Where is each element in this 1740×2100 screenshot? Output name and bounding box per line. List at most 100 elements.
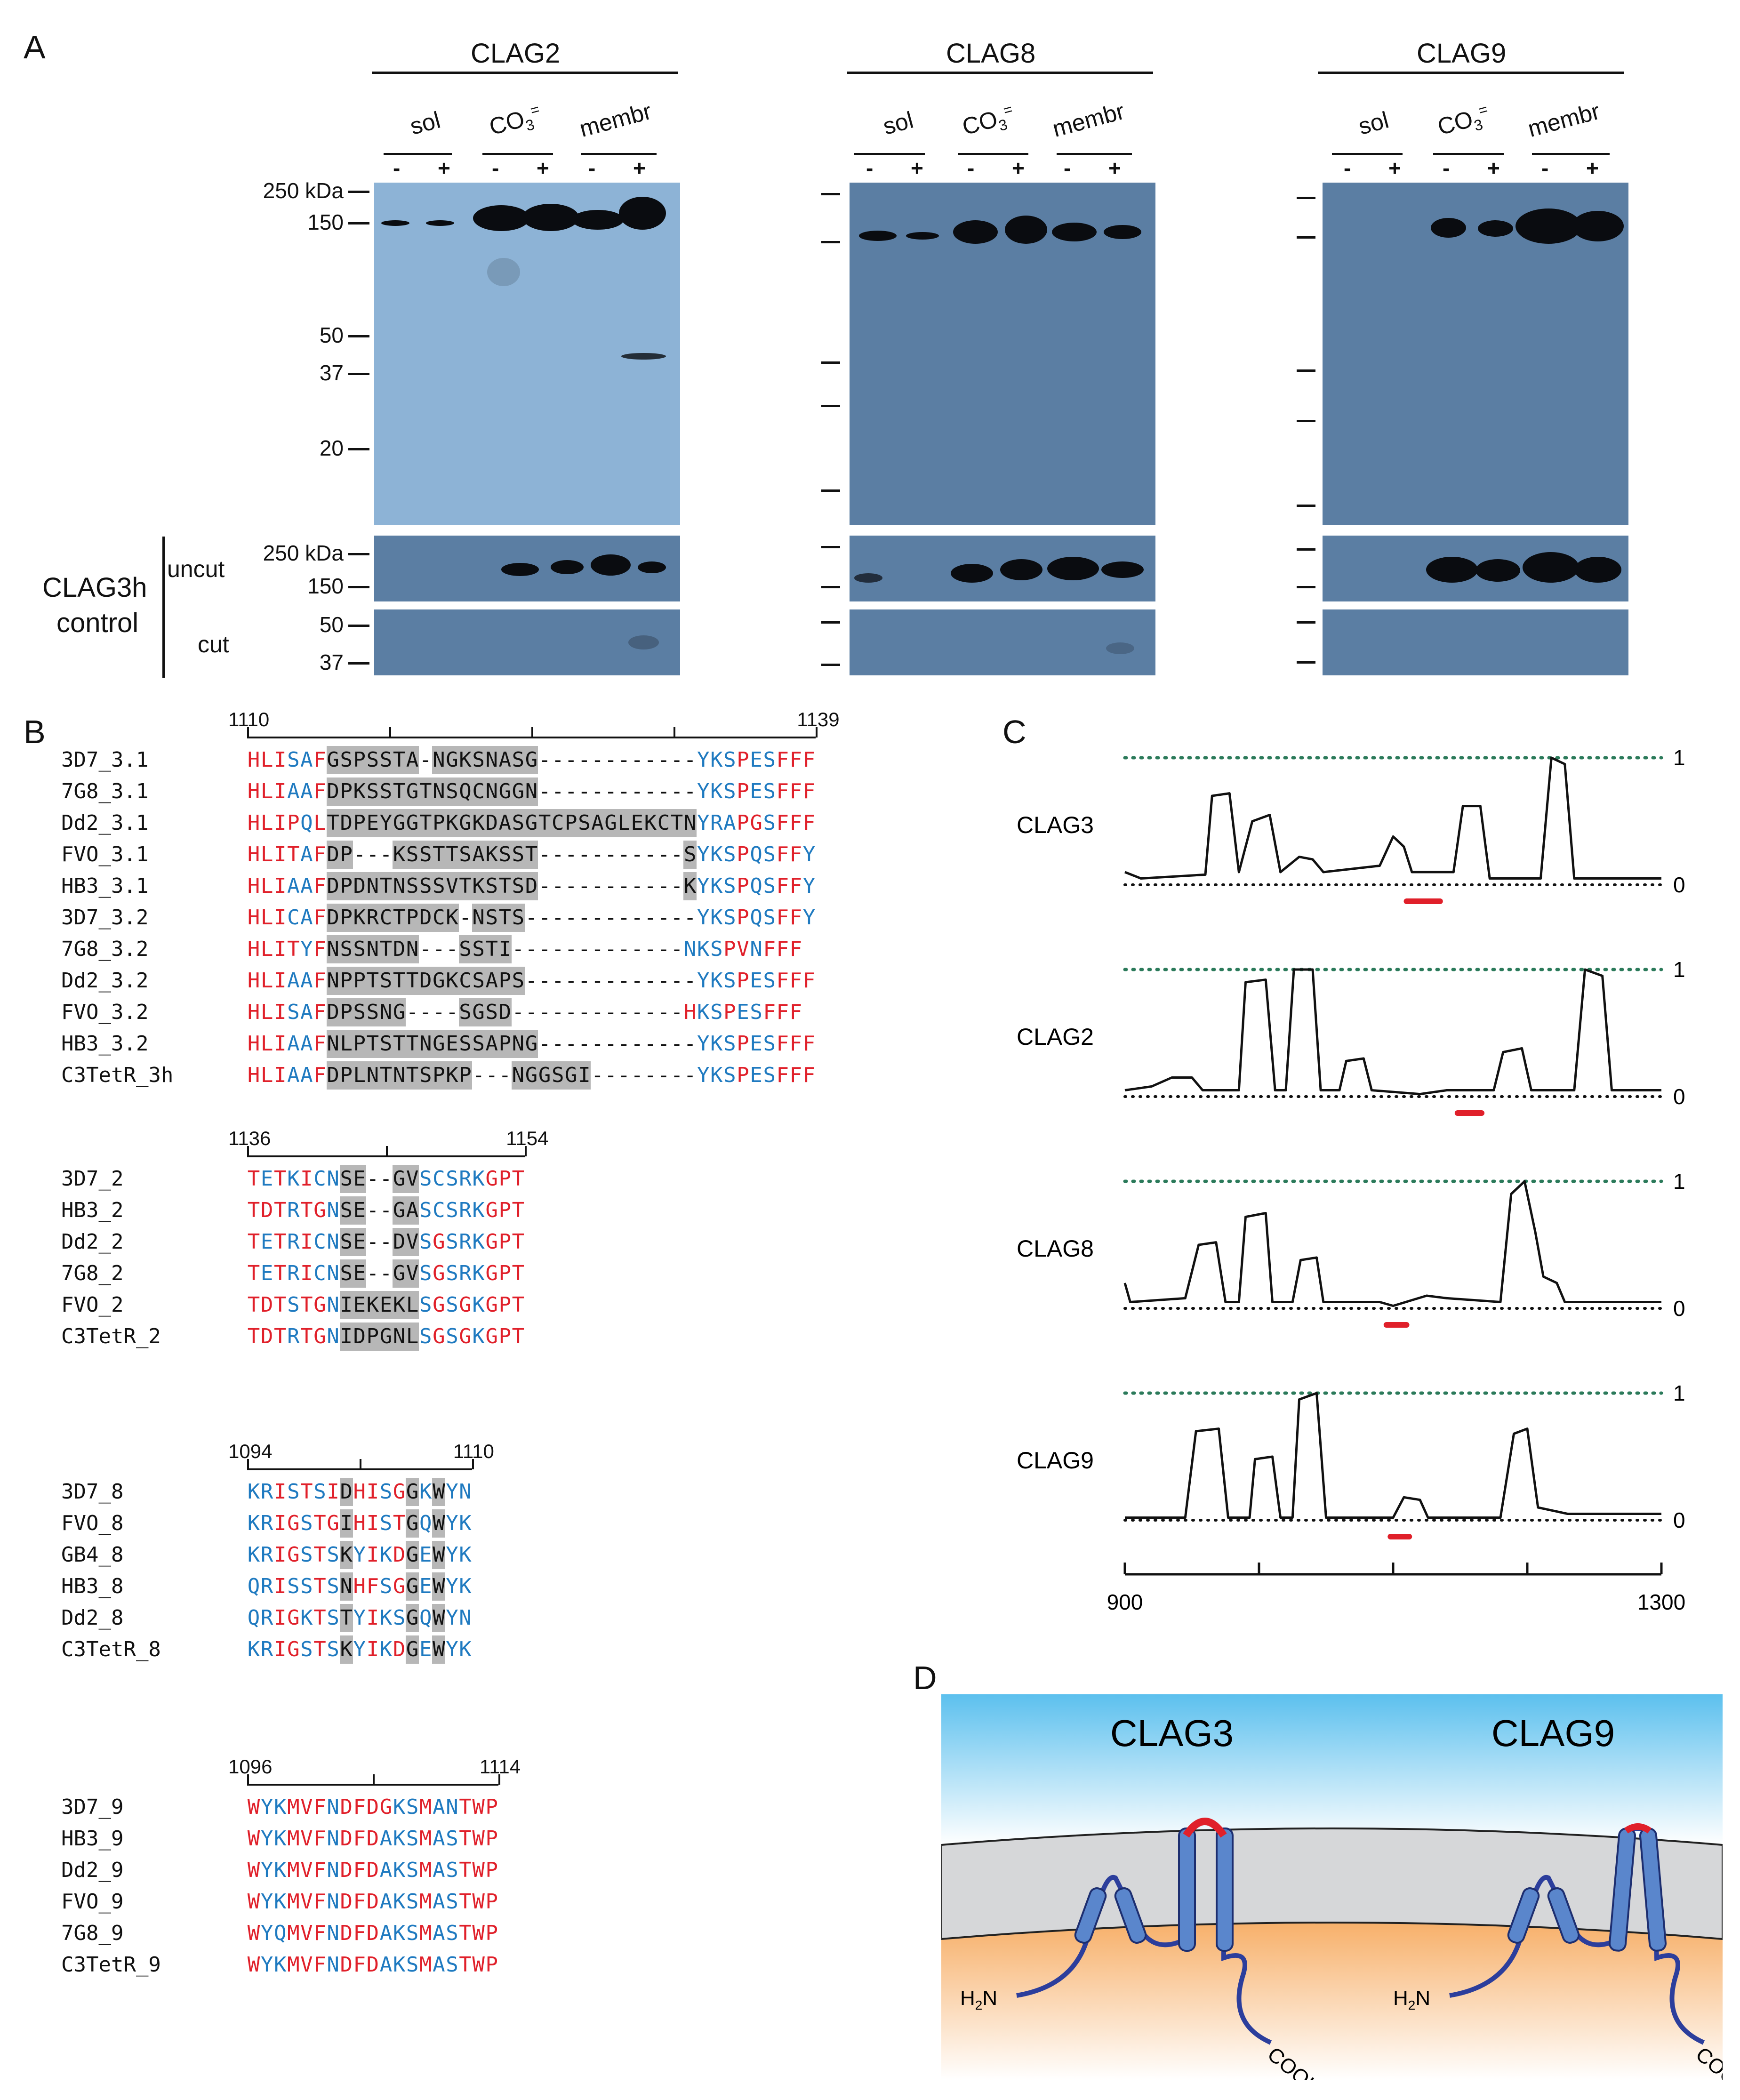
hydrophobicity-chart: 1 0 CLAG3 1 0 CLAG2 1 0 CLAG8 1 0 CLAG9 900 1300 <box>1017 745 1685 1614</box>
residue: T <box>406 967 419 995</box>
residue: V <box>406 1259 419 1288</box>
ruler-tick <box>531 727 534 737</box>
residue: A <box>379 1953 393 1977</box>
residue: I <box>273 969 287 993</box>
residue: R <box>287 1324 300 1348</box>
clag9-tick <box>1297 586 1315 588</box>
residue: S <box>379 967 393 995</box>
residue: - <box>604 779 617 803</box>
residue: H <box>247 874 260 898</box>
strain-name: C3TetR_8 <box>61 1637 161 1661</box>
clag8-minus-2: - <box>967 156 975 180</box>
residue: F <box>802 1032 816 1056</box>
sequence-row: QRISSTSNHFSGGEWYK <box>247 1572 472 1601</box>
residue: - <box>512 1000 525 1024</box>
residue: - <box>644 1063 657 1087</box>
residue: M <box>419 1953 432 1977</box>
n-term-sub: 2 <box>975 1998 983 2012</box>
y-tick-0: 0 <box>1673 1508 1685 1532</box>
residue: K <box>458 746 472 774</box>
residue: - <box>644 779 657 803</box>
residue: A <box>300 969 313 993</box>
clag2-lane-membr: membr <box>577 97 655 143</box>
strain-name: FVO_9 <box>61 1890 124 1914</box>
residue: S <box>406 1921 419 1945</box>
strain-name: 7G8_3.1 <box>61 779 149 803</box>
residue: T <box>459 1858 472 1882</box>
residue: - <box>538 969 551 993</box>
residue: F <box>313 779 326 803</box>
residue: N <box>366 935 379 963</box>
residue: - <box>604 748 617 772</box>
residue: S <box>419 872 433 900</box>
residue: A <box>300 874 313 898</box>
residue: K <box>485 841 498 869</box>
residue: P <box>485 1953 498 1977</box>
residue: R <box>459 1230 472 1254</box>
residue: - <box>419 937 432 961</box>
residue: Q <box>750 874 762 898</box>
strain-name: Dd2_2 <box>61 1230 124 1254</box>
sequence-row: HLISAFDPSSNG----SGSD-------------HKSPESF… <box>247 998 802 1026</box>
residue: F <box>789 969 802 993</box>
residue: F <box>776 874 789 898</box>
residue: S <box>750 1000 762 1024</box>
residue: - <box>538 779 551 803</box>
residue: - <box>525 906 538 930</box>
residue: S <box>287 1480 300 1504</box>
residue: N <box>459 1480 472 1504</box>
residue: S <box>339 935 353 963</box>
residue: F <box>776 748 789 772</box>
residue: Y <box>446 1606 458 1630</box>
residue: T <box>393 746 406 774</box>
clag9-tick <box>1297 369 1315 372</box>
residue: S <box>446 1261 458 1285</box>
residue: - <box>578 937 591 961</box>
residue: L <box>406 1291 419 1319</box>
clag8-title-rule <box>847 72 1153 74</box>
residue: G <box>313 1293 326 1317</box>
residue: T <box>247 1198 260 1222</box>
residue: A <box>287 1032 300 1056</box>
residue: N <box>327 1324 339 1348</box>
mw-bottom-50: 50 <box>319 612 344 637</box>
residue: R <box>366 904 379 932</box>
residue: K <box>273 1858 287 1882</box>
residue: - <box>379 1230 393 1254</box>
residue: - <box>498 1063 512 1087</box>
residue: I <box>273 779 287 803</box>
residue: Q <box>419 1511 432 1535</box>
residue: A <box>406 1196 419 1225</box>
residue: P <box>485 1858 498 1882</box>
residue: - <box>631 779 644 803</box>
residue: - <box>591 969 604 993</box>
residue: F <box>802 1063 816 1087</box>
residue: - <box>379 1167 393 1191</box>
residue: V <box>300 1858 313 1882</box>
residue: P <box>498 1293 512 1317</box>
clag3-helix <box>1216 1827 1234 1952</box>
residue: K <box>247 1480 260 1504</box>
residue: S <box>446 1890 458 1914</box>
residue: - <box>670 779 683 803</box>
residue: G <box>485 1261 498 1285</box>
residue: K <box>339 1635 353 1664</box>
clag2-minus-2: - <box>492 156 499 180</box>
residue: T <box>485 935 498 963</box>
residue: D <box>340 1890 353 1914</box>
residue: - <box>683 1032 697 1056</box>
residue: S <box>446 1921 458 1945</box>
residue: E <box>353 1196 366 1225</box>
residue: R <box>260 1574 273 1598</box>
clag9-title: CLAG9 <box>1491 1712 1615 1754</box>
residue: M <box>287 1795 300 1819</box>
residue: F <box>353 1858 366 1882</box>
residue: P <box>737 906 749 930</box>
residue: P <box>458 1061 472 1090</box>
residue: - <box>604 1032 617 1056</box>
band <box>854 573 882 583</box>
residue: - <box>565 937 577 961</box>
residue: H <box>683 1000 697 1024</box>
residue: D <box>326 1061 340 1090</box>
clag8-lane-sol: sol <box>880 106 916 140</box>
